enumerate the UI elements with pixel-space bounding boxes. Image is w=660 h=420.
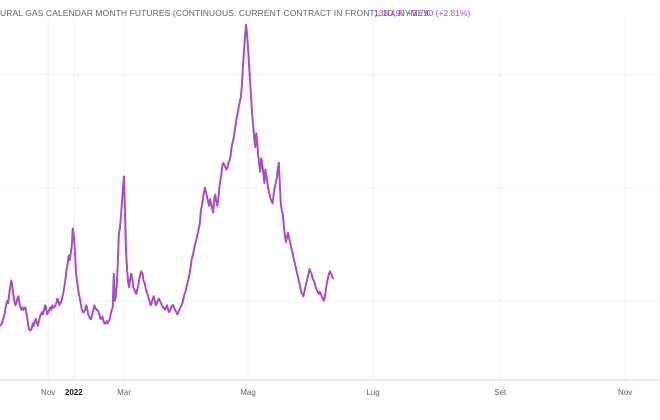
x-tick-label: Set: [494, 388, 507, 397]
x-tick-label: Mag: [240, 388, 256, 397]
x-tick-label: Lug: [366, 388, 379, 397]
legend-title: URAL GAS CALENDAR MONTH FUTURES (CONTINU…: [0, 8, 430, 18]
x-tick-label: Mar: [117, 388, 131, 397]
legend-change: +3.790 (+2.81%): [407, 8, 470, 18]
x-tick-label: 2022: [65, 388, 83, 397]
natural-gas-price-line: [0, 23, 335, 332]
x-axis-ticks: Nov 2022 Mar Mag Lug Set Nov: [41, 388, 632, 397]
x-tick-label: Nov: [41, 388, 55, 397]
legend-last-price: 138.490: [374, 8, 405, 18]
x-tick-label: Nov: [618, 388, 632, 397]
chart-grid: [0, 18, 660, 380]
chart-legend: URAL GAS CALENDAR MONTH FUTURES (CONTINU…: [0, 8, 470, 18]
